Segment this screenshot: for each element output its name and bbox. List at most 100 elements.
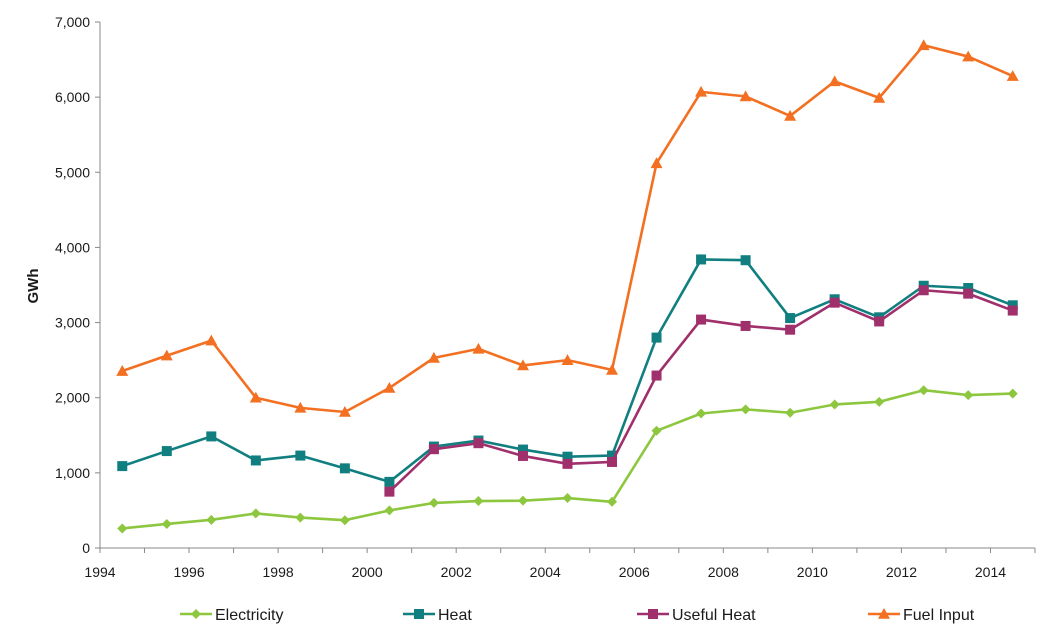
heat-point [339,463,350,474]
legend-label: Electricity [215,607,283,624]
electricity-point [250,508,261,519]
fuel-input-point [739,90,752,102]
electricity-point [1007,388,1018,399]
fuel-input-point [962,50,975,62]
legend: Electricity Heat Useful Heat Fuel Input [180,607,975,624]
heat-point [206,431,217,442]
electricity-point [517,495,528,506]
fuel-input-point [338,405,351,417]
fuel-input-point [472,342,485,354]
heat-point [607,450,618,461]
electricity-point [428,497,439,508]
fuel-input-point [917,39,930,51]
useful-heat-point [651,370,662,381]
useful-heat-point [829,297,840,308]
fuel-input-point [561,354,574,365]
legend-swatch-marker [878,608,890,619]
y-tick-label: 0 [82,540,90,556]
heat-point [562,451,573,462]
y-tick-label: 7,000 [55,14,90,30]
x-tick-label: 2014 [975,564,1006,580]
y-tick-label: 2,000 [55,390,90,406]
fuel-input-point [1006,70,1019,81]
y-tick-label: 4,000 [55,239,90,255]
y-tick-label: 3,000 [55,315,90,331]
fuel-input-point [516,359,529,371]
x-axis: 1994 1996 1998 2000 2002 2004 2006 2008 2010 2012… [84,547,1036,580]
x-tick-label: 2008 [708,564,739,580]
legend-swatch-marker [191,609,201,619]
heat-point [696,254,707,265]
fuel-input-point [205,334,218,346]
electricity-point [918,385,929,396]
fuel-input-point [695,85,708,97]
heat-point [161,446,172,457]
heat-point [384,476,395,487]
x-tick-label: 2006 [619,564,650,580]
x-tick-label: 1998 [263,564,294,580]
electricity-point [829,399,840,410]
useful-heat-point [918,285,929,296]
y-tick-label: 5,000 [55,164,90,180]
heat-point [517,444,528,455]
y-axis: 0 1,000 2,000 3,000 4,000 5,000 6,000 7,000 [55,14,101,556]
heat-point [117,461,128,472]
heat-point [1007,300,1018,311]
series-layer [116,39,1019,534]
electricity-point [384,505,395,516]
useful-heat-point [740,320,751,331]
legend-item-useful-heat: Useful Heat [637,607,756,624]
x-tick-label: 2012 [886,564,917,580]
electricity-point [607,496,618,507]
heat-point [651,332,662,343]
x-tick-label: 1996 [173,564,204,580]
y-tick-label: 6,000 [55,89,90,105]
fuel-input-point [294,401,307,413]
useful-heat-point [874,316,885,327]
x-tick-label: 2000 [352,564,383,580]
electricity-point [473,496,484,507]
legend-label: Useful Heat [672,607,756,624]
heat-point [740,255,751,266]
fuel-input-point [873,91,886,103]
fuel-input-point [606,363,619,375]
heat-line [121,258,1014,484]
fuel-input-point [383,381,396,393]
electricity-point [963,390,974,401]
series-fuel-input [116,39,1019,417]
electricity-point [785,407,796,418]
useful-heat-point [785,324,796,335]
electricity-point [874,396,885,407]
electricity-point [117,523,128,534]
fuel-input-point [784,109,797,121]
electricity-point [562,493,573,504]
useful-heat-point [1007,305,1018,316]
series-useful-heat [384,285,1018,497]
legend-item-fuel-input: Fuel Input [868,607,975,624]
fuel-input-point [650,157,663,169]
fuel-input-point [427,351,440,363]
legend-swatch-marker [414,609,424,619]
useful-heat-point [473,438,484,449]
useful-heat-point [607,456,618,467]
useful-heat-point [428,444,439,455]
y-axis-title: GWh [25,269,42,304]
y-tick-label: 1,000 [55,465,90,481]
heat-point [963,283,974,294]
heat-point [785,313,796,324]
electricity-point [651,425,662,436]
heat-point [295,450,306,461]
useful-heat-point [384,486,395,497]
electricity-point [295,512,306,523]
useful-heat-point [696,314,707,325]
fuel-input-point [828,75,841,87]
useful-heat-point [562,458,573,469]
electricity-point [206,514,217,525]
legend-item-electricity: Electricity [180,607,283,624]
legend-swatch-marker [648,609,658,619]
legend-label: Fuel Input [903,607,975,624]
x-tick-label: 2010 [797,564,828,580]
fuel-input-point [249,391,262,403]
fuel-input-point [160,349,173,361]
legend-item-heat: Heat [403,607,472,624]
